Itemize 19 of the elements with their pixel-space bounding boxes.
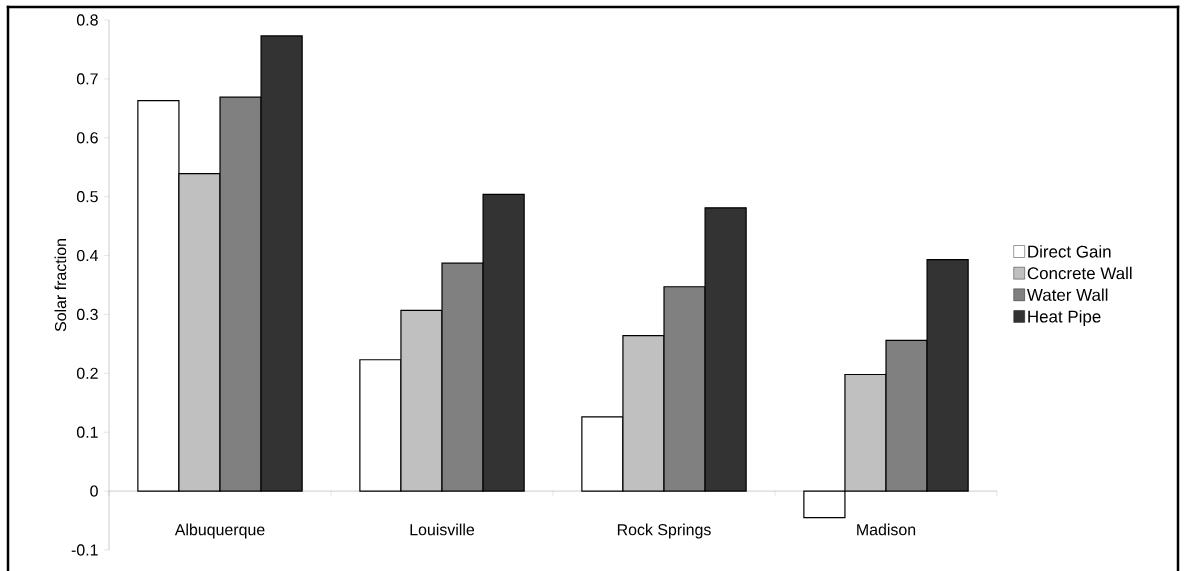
x-tick-label: Louisville xyxy=(410,523,475,536)
y-tick-label: 0.5 xyxy=(76,191,98,203)
y-tick-label: 0.8 xyxy=(76,14,98,26)
legend-label: Concrete Wall xyxy=(1027,266,1132,280)
legend-label: Heat Pipe xyxy=(1028,310,1101,326)
legend-label: Direct Gain xyxy=(1028,245,1111,258)
y-tick-label: 0.7 xyxy=(76,73,98,85)
x-tick-label: Rock Springs xyxy=(617,523,711,539)
x-tick-label: Albuquerque xyxy=(174,523,265,539)
y-axis-title: Solar fraction xyxy=(54,239,67,332)
y-tick-label: 0.1 xyxy=(76,426,98,438)
y-tick-label: 0.3 xyxy=(76,308,98,321)
y-tick-label: 0 xyxy=(90,485,98,497)
y-tick-label: 0.4 xyxy=(76,249,99,262)
legend-label: Water Wall xyxy=(1026,288,1108,301)
y-tick-label: 0.2 xyxy=(76,367,98,379)
y-tick-label: 0.6 xyxy=(76,132,98,144)
y-tick-label: -0.1 xyxy=(71,544,98,556)
x-tick-label: Madison xyxy=(857,523,916,536)
